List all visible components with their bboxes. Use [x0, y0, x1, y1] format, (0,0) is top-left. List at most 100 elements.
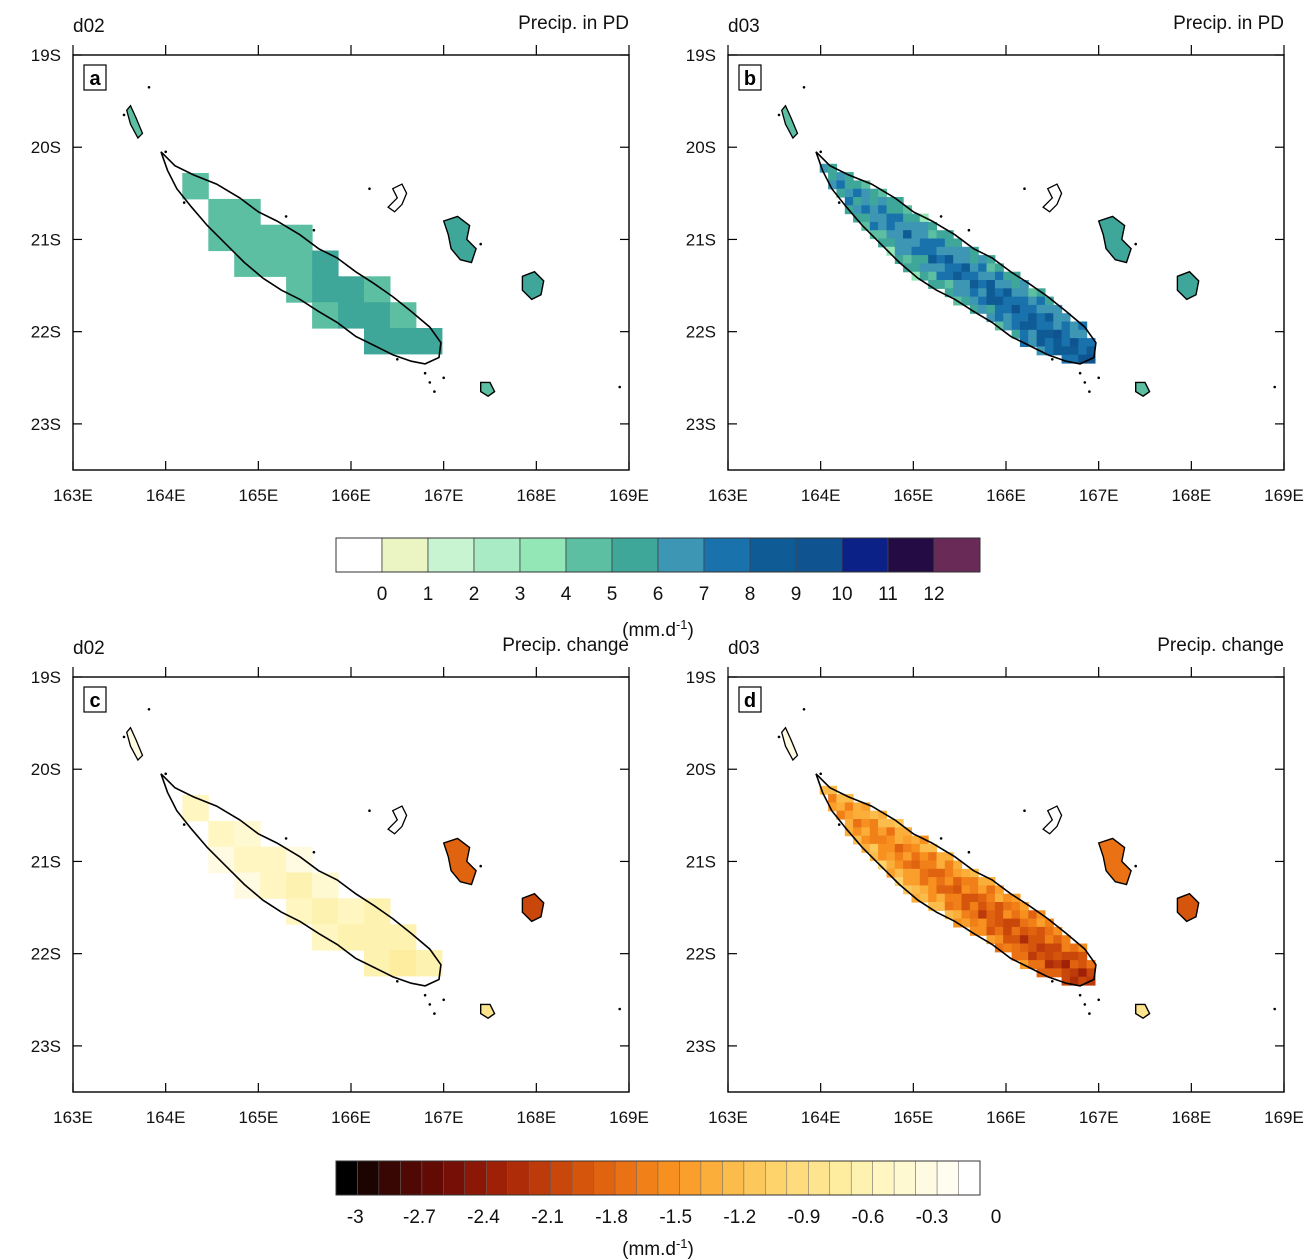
field-cell: [978, 288, 988, 298]
field-cell: [1003, 926, 1013, 936]
field-cell: [208, 820, 235, 848]
colorbar-swatch: [657, 1160, 680, 1196]
field-cell: [338, 924, 365, 951]
field-cell: [1036, 943, 1046, 953]
field-cell: [1078, 960, 1088, 969]
reef-dot: [479, 864, 483, 868]
field-cell: [861, 819, 871, 828]
field-cell: [994, 280, 1004, 289]
colorbar-label: 11: [878, 584, 898, 605]
colorbar-unit: (mm.d-1): [622, 1236, 694, 1260]
field-cell: [936, 263, 946, 273]
colorbar-swatch: [593, 1160, 616, 1196]
field-cell: [969, 280, 979, 289]
field-cell: [936, 868, 946, 878]
field-cell: [953, 255, 963, 264]
panel-letter: d: [744, 690, 756, 712]
field-cell: [878, 843, 887, 853]
colorbar-swatch: [335, 537, 383, 573]
field-cell: [312, 898, 339, 925]
field-cell: [978, 304, 988, 314]
colorbar-label: 12: [923, 584, 944, 605]
precip-field: [819, 163, 1096, 364]
domain-label: d03: [728, 16, 760, 37]
field-cell: [1044, 968, 1054, 978]
field-cell: [869, 188, 879, 198]
field-cell: [1069, 943, 1079, 953]
lon-tick-label: 163E: [708, 1108, 748, 1127]
field-cell: [928, 868, 938, 878]
lon-tick-label: 164E: [146, 486, 186, 505]
field-cell: [894, 213, 904, 223]
colorbar-unit-close: ): [688, 620, 694, 641]
field-cell: [1044, 321, 1054, 331]
field-cell: [878, 852, 887, 862]
field-cell: [853, 180, 862, 190]
reef-dot: [442, 376, 446, 380]
colorbar-swatch: [473, 537, 521, 573]
field-cell: [415, 950, 443, 977]
field-cell: [819, 163, 829, 173]
field-cell: [364, 328, 391, 355]
reef-dot: [967, 228, 971, 232]
reef-dot: [396, 358, 399, 361]
field-cell: [961, 263, 971, 273]
field-cell: [894, 860, 904, 870]
field-cell: [986, 288, 996, 298]
belep-islands: [125, 104, 144, 140]
field-cell: [936, 238, 946, 248]
colorbar-label: -0.9: [788, 1207, 821, 1228]
field-cell: [1019, 943, 1029, 953]
field-cell: [1019, 926, 1029, 936]
field-cell: [911, 852, 921, 862]
colorbar-swatch: [722, 1160, 745, 1196]
field-cell: [1028, 960, 1038, 969]
field-cell: [944, 288, 954, 298]
colorbar_change-colorbar: -3 -2.7 -2.4 -2.1 -1.8 -1.5 -1.2 -0.9 -0.6 -0.3 0 (…: [335, 1160, 1001, 1260]
field-cell: [1003, 935, 1013, 945]
field-cell: [969, 868, 979, 878]
lon-tick-label: 165E: [893, 486, 933, 505]
reef-dot: [967, 850, 971, 854]
field-cell: [911, 263, 921, 273]
field-cell: [928, 238, 938, 248]
field-cell: [861, 197, 871, 206]
field-cell: [853, 802, 862, 812]
field-cell: [969, 910, 979, 920]
lat-tick-label: 20S: [31, 760, 61, 779]
lon-tick-label: 164E: [801, 1108, 841, 1127]
field-cell: [944, 893, 954, 903]
field-cell: [944, 238, 954, 248]
field-cell: [286, 872, 313, 899]
field-cell: [1069, 346, 1079, 356]
field-cell: [911, 885, 921, 895]
reef-dot: [164, 150, 167, 154]
field-cell: [861, 835, 871, 845]
field-cell: [986, 296, 996, 306]
field-cell: [1019, 902, 1029, 911]
field-cell: [1036, 960, 1046, 969]
field-cell: [969, 926, 979, 936]
field-cell: [894, 843, 904, 853]
field-cell: [986, 255, 996, 264]
reef-dot: [1097, 998, 1100, 1002]
reef-dot: [182, 823, 186, 826]
field-cell: [969, 902, 979, 911]
lon-tick-label: 166E: [331, 486, 371, 505]
colorbar-unit-close: ): [688, 1239, 694, 1260]
field-cell: [936, 246, 946, 256]
field-cell: [1044, 304, 1054, 314]
reef-dot: [1051, 980, 1054, 983]
field-cell: [919, 843, 929, 853]
colorbar-label: -2.4: [467, 1207, 500, 1228]
colorbar-swatch: [679, 1160, 702, 1196]
field-cell: [1044, 926, 1054, 936]
reef-dot: [368, 809, 371, 812]
field-cell: [1011, 296, 1021, 306]
field-cell: [953, 280, 963, 289]
field-cell: [1028, 338, 1038, 347]
field-cell: [886, 819, 896, 828]
field-cell: [861, 205, 871, 215]
field-cell: [1078, 329, 1088, 339]
